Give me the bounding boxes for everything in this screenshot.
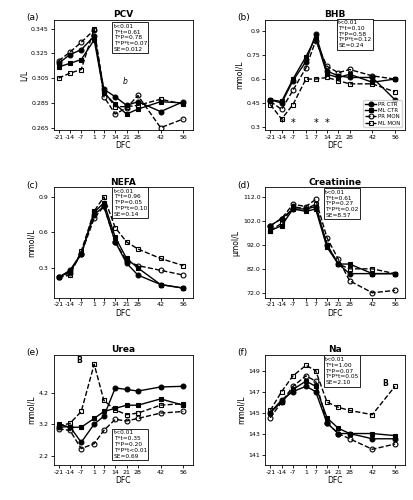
Text: (d): (d) [237,181,250,190]
Title: Creatinine: Creatinine [309,178,362,186]
Y-axis label: L/L: L/L [19,70,28,80]
X-axis label: DFC: DFC [328,476,343,485]
Y-axis label: mmol/L: mmol/L [27,228,36,257]
Text: t<0.01
T*t=0.61
T*P=0.78
T*P*t=0.07
SE=0.012: t<0.01 T*t=0.61 T*P=0.78 T*P*t=0.07 SE=0… [114,24,147,52]
Text: b: b [123,78,127,86]
Text: t<0.01
T*t=0.10
T*P=0.58
T*P*t=0.12
SE=0.24: t<0.01 T*t=0.10 T*P=0.58 T*P*t=0.12 SE=0… [338,20,372,48]
Title: Na: Na [328,345,342,354]
Text: *: * [325,118,329,128]
Text: *: * [279,118,284,128]
Text: (f): (f) [237,348,248,357]
Text: t<0.01
T*t=0.35
T*P=0.20
T*P*t<0.01
SE=0.69: t<0.01 T*t=0.35 T*P=0.20 T*P*t<0.01 SE=0… [114,430,147,458]
Text: t<0.01
T*t=0.96
T*P=0.05
T*P*t=0.10
SE=0.14: t<0.01 T*t=0.96 T*P=0.05 T*P*t=0.10 SE=0… [114,188,147,217]
Text: B: B [76,356,82,365]
Title: Urea: Urea [111,345,135,354]
Text: t<0.01
T*t=1.00
T*P=0.07
T*P*t=0.05
SE=2.10: t<0.01 T*t=1.00 T*P=0.07 T*P*t=0.05 SE=2… [325,357,359,385]
Text: (b): (b) [237,14,250,22]
Text: (a): (a) [26,14,38,22]
X-axis label: DFC: DFC [116,476,131,485]
X-axis label: DFC: DFC [116,142,131,150]
X-axis label: DFC: DFC [328,142,343,150]
Text: *: * [291,118,295,128]
Title: PCV: PCV [113,10,133,19]
Y-axis label: mmol/L: mmol/L [27,396,36,424]
Text: (c): (c) [26,181,38,190]
Y-axis label: mmol/L: mmol/L [237,396,246,424]
Text: (e): (e) [26,348,38,357]
X-axis label: DFC: DFC [328,309,343,318]
Title: BHB: BHB [324,10,346,19]
Legend: PR CTR, ML CTR, PR MON, ML MON: PR CTR, ML CTR, PR MON, ML MON [363,100,402,128]
X-axis label: DFC: DFC [116,309,131,318]
Text: t<0.01
T*t=0.61
T*P=0.27
T*P*t=0.02
SE=8.57: t<0.01 T*t=0.61 T*P=0.27 T*P*t=0.02 SE=8… [325,190,359,218]
Y-axis label: mmol/L: mmol/L [235,61,244,90]
Text: *: * [313,118,318,128]
Text: B: B [382,378,388,388]
Title: NEFA: NEFA [110,178,136,186]
Y-axis label: μmol/L: μmol/L [231,230,240,256]
